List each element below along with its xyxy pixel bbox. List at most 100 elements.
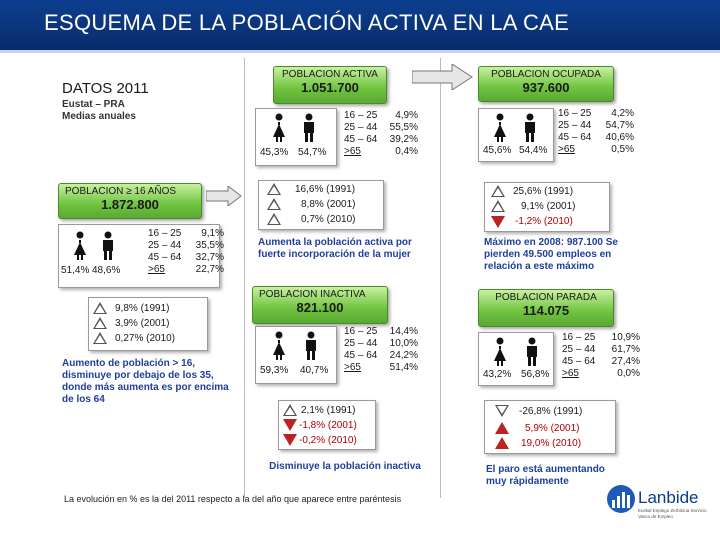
ocupada-figures: 45,6% 54,4% (478, 108, 554, 162)
ocupada-trend-2010: -1,2% (2010) (515, 216, 573, 227)
parada-female-pct: 43,2% (483, 369, 512, 380)
ocupada-trend-box: 25,6% (1991) 9,1% (2001) -1,2% (2010) (484, 182, 610, 232)
male-icon (304, 113, 314, 142)
datos-source: Eustat – PRA (62, 99, 125, 110)
divider-right (440, 58, 441, 498)
poblacion16-label: POBLACION ≥ 16 AÑOS (65, 186, 177, 197)
ocupada-note: Máximo en 2008: 987.100 Se pierden 49.50… (484, 237, 618, 272)
poblacion16-trend-box: 9,8% (1991) 3,9% (2001) 0,27% (2010) (88, 297, 208, 351)
female-icon (494, 113, 506, 142)
activa-box: POBLACION ACTIVA 1.051.700 (273, 66, 387, 104)
arrow-16-to-activa (206, 186, 242, 206)
age-row: 16 – 25 9,1% (148, 228, 224, 239)
inactiva-ages: 16 – 25 14,4% 25 – 44 10,0% 45 – 64 24,2% >… (344, 326, 418, 374)
header-divider (0, 50, 720, 53)
parada-trend-2010: 19,0% (2010) (521, 438, 582, 449)
parada-trend-box: -26,8% (1991) 5,9% (2001) 19,0% (2010) (484, 400, 616, 454)
ocupada-ages: 16 – 25 4,2% 25 – 44 54,7% 45 – 64 40,6% >6… (558, 108, 634, 156)
ocupada-box: POBLACION OCUPADA 937.600 (478, 66, 614, 102)
poblacion16-note: Aumento de población > 16, disminuye por… (62, 358, 229, 405)
female-icon (273, 331, 285, 360)
poblacion16-box: POBLACION ≥ 16 AÑOS 1.872.800 (58, 183, 202, 219)
activa-female-pct: 45,3% (260, 147, 289, 158)
age-row: 25 – 44 10,0% (344, 338, 418, 349)
parada-trend-1991: -26,8% (1991) (519, 406, 583, 417)
inactiva-value: 821.100 (296, 300, 344, 315)
ocupada-male-pct: 54,4% (519, 145, 548, 156)
ocupada-trend-2001: 9,1% (2001) (521, 201, 576, 212)
divider-left (244, 58, 245, 498)
poblacion16-trend-2010: 0,27% (2010) (115, 333, 176, 344)
ocupada-label: POBLACION OCUPADA (491, 69, 601, 80)
parada-trend-2001: 5,9% (2001) (525, 423, 580, 434)
lanbide-logo-tagline: Euskal Enplegu Zerbitzua Servicio Vasco … (638, 508, 707, 519)
age-row: 45 – 64 27,4% (562, 356, 640, 367)
poblacion16-ages: 16 – 25 9,1% 25 – 44 35,5% 45 – 64 32,7% >6… (148, 228, 224, 276)
activa-trend-box: 16,6% (1991) 8,8% (2001) 0,7% (2010) (258, 180, 384, 230)
age-row: 16 – 25 4,2% (558, 108, 634, 119)
inactiva-box: POBLACION INACTIVA 821.100 (252, 286, 388, 324)
male-icon (527, 337, 537, 366)
datos-subtitle: Medias anuales (62, 111, 136, 122)
parada-ages: 16 – 25 10,9% 25 – 44 61,7% 45 – 64 27,4% >… (562, 332, 640, 380)
lanbide-logo-name: Lanbide (638, 488, 699, 507)
arrow-activa-to-ocupada (412, 64, 473, 90)
age-row: >65 0,0% (562, 368, 640, 379)
ocupada-trend-1991: 25,6% (1991) (513, 186, 574, 197)
parada-note: El paro está aumentando muy rápidamente (486, 464, 605, 487)
inactiva-trend-2010: -0,2% (2010) (299, 435, 357, 446)
inactiva-figures: 59,3% 40,7% (255, 326, 337, 384)
age-row: 45 – 64 24,2% (344, 350, 418, 361)
female-icon (494, 337, 506, 366)
poblacion16-figures: 51,4% 48,6% (58, 224, 220, 288)
inactiva-label: POBLACION INACTIVA (259, 289, 366, 300)
parada-value: 114.075 (522, 303, 570, 318)
poblacion16-value: 1.872.800 (101, 197, 159, 212)
poblacion16-male-pct: 48,6% (92, 265, 121, 276)
inactiva-note: Disminuye la población inactiva (269, 461, 421, 472)
lanbide-logo-icon (607, 485, 635, 513)
female-icon (74, 231, 86, 260)
activa-male-pct: 54,7% (298, 147, 327, 158)
age-row: >65 22,7% (148, 264, 224, 275)
parada-label: POBLACION PARADA (495, 292, 597, 303)
poblacion16-trend-2001: 3,9% (2001) (115, 318, 170, 329)
poblacion16-trend-1991: 9,8% (1991) (115, 303, 170, 314)
ocupada-female-pct: 45,6% (483, 145, 512, 156)
age-row: 25 – 44 54,7% (558, 120, 634, 131)
poblacion16-female-pct: 51,4% (61, 265, 90, 276)
age-row: 45 – 64 40,6% (558, 132, 634, 143)
activa-figures: 45,3% 54,7% (255, 108, 337, 166)
inactiva-trend-2001: -1,8% (2001) (299, 420, 357, 431)
inactiva-trend-box: 2,1% (1991) -1,8% (2001) -0,2% (2010) (278, 400, 376, 450)
activa-trend-1991: 16,6% (1991) (295, 184, 356, 195)
age-row: >65 51,4% (344, 362, 418, 373)
male-icon (306, 331, 316, 360)
age-row: 25 – 44 35,5% (148, 240, 224, 251)
activa-value: 1.051.700 (301, 80, 359, 95)
age-row: 45 – 64 32,7% (148, 252, 224, 263)
activa-ages: 16 – 25 4,9% 25 – 44 55,5% 45 – 64 39,2% >6… (344, 110, 418, 158)
age-row: 16 – 25 4,9% (344, 110, 418, 121)
inactiva-female-pct: 59,3% (260, 365, 289, 376)
footer-note: La evolución en % es la del 2011 respect… (64, 494, 402, 504)
age-row: 25 – 44 55,5% (344, 122, 418, 133)
male-icon (525, 113, 535, 142)
ocupada-value: 937.600 (522, 80, 570, 95)
activa-label: POBLACION ACTIVA (282, 69, 378, 80)
activa-trend-2010: 0,7% (2010) (301, 214, 356, 225)
age-row: 45 – 64 39,2% (344, 134, 418, 145)
age-row: >65 0,5% (558, 144, 634, 155)
activa-note: Aumenta la población activa por fuerte i… (258, 237, 412, 260)
parada-male-pct: 56,8% (521, 369, 550, 380)
header-bar (0, 0, 720, 50)
page-title: ESQUEMA DE LA POBLACIÓN ACTIVA EN LA CAE (44, 10, 570, 35)
age-row: >65 0,4% (344, 146, 418, 157)
age-row: 16 – 25 14,4% (344, 326, 418, 337)
female-icon (273, 113, 285, 142)
parada-box: POBLACION PARADA 114.075 (478, 289, 614, 327)
age-row: 25 – 44 61,7% (562, 344, 640, 355)
activa-trend-2001: 8,8% (2001) (301, 199, 356, 210)
inactiva-male-pct: 40,7% (300, 365, 329, 376)
inactiva-trend-1991: 2,1% (1991) (301, 405, 356, 416)
